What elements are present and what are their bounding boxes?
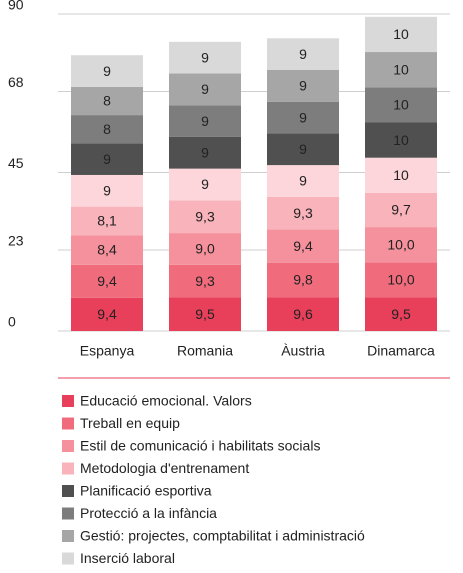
bar-segment — [71, 297, 143, 331]
data-label: 10 — [393, 132, 409, 148]
bar-segment — [365, 122, 437, 158]
bar-segment — [71, 264, 143, 298]
y-tick-label: 90 — [8, 0, 24, 13]
data-label: 9 — [299, 173, 307, 189]
y-tick-label: 0 — [8, 314, 16, 330]
bar-segment — [71, 86, 143, 116]
bar-segment — [71, 115, 143, 144]
bar-segment — [365, 227, 437, 263]
data-label: 9,8 — [293, 272, 313, 288]
bar-segment — [71, 143, 143, 175]
y-tick-label: 68 — [8, 74, 24, 90]
data-label: 9 — [299, 78, 307, 94]
data-label: 9 — [201, 176, 209, 192]
data-label: 9 — [201, 144, 209, 160]
bar-segment — [71, 174, 143, 207]
data-label: 8 — [103, 121, 111, 137]
bar-segment — [267, 70, 339, 102]
bar-segment — [169, 200, 241, 234]
bar-segment — [267, 101, 339, 134]
data-label: 9,6 — [293, 306, 313, 322]
x-tick-label: Romania — [177, 343, 233, 359]
legend-label: Inserció laboral — [80, 550, 175, 566]
bar-segment — [267, 165, 339, 197]
legend-swatch — [62, 462, 74, 475]
data-label: 9,4 — [97, 306, 117, 322]
data-label: 8,1 — [97, 213, 117, 229]
data-label: 10 — [393, 61, 409, 77]
data-label: 9,3 — [195, 273, 215, 289]
bar-segment — [169, 105, 241, 137]
legend-label: Protecció a la infància — [80, 505, 217, 521]
y-tick-label: 23 — [8, 233, 24, 249]
legend-swatch — [62, 417, 74, 430]
bar-segment — [365, 297, 437, 331]
data-label: 8 — [103, 93, 111, 109]
legend-swatch — [62, 485, 74, 497]
data-label: 9 — [103, 151, 111, 167]
data-label: 9,3 — [293, 205, 313, 221]
data-label: 9 — [299, 141, 307, 157]
data-label: 10,0 — [387, 272, 414, 288]
legend-swatch — [62, 507, 74, 520]
legend-label: Educació emocional. Valors — [80, 393, 252, 409]
legend-label: Gestió: projectes, comptabilitat i admin… — [80, 528, 365, 544]
data-label: 9 — [201, 113, 209, 129]
bar-segment — [267, 297, 339, 331]
data-label: 9,0 — [195, 241, 215, 257]
bar-segment — [365, 87, 437, 123]
bar-segment — [71, 235, 143, 265]
legend-label: Treball en equip — [80, 415, 180, 431]
legend-label: Estil de comunicació i habilitats social… — [80, 438, 320, 454]
data-label: 9 — [299, 109, 307, 125]
legend-swatch — [62, 552, 74, 565]
data-label: 9,4 — [97, 273, 117, 289]
data-label: 8,4 — [97, 242, 117, 258]
bar-segment — [365, 192, 437, 228]
data-label: 10,0 — [387, 236, 414, 252]
bar-segment — [169, 136, 241, 169]
bar-segment — [267, 38, 339, 71]
legend-label: Metodologia d'entrenament — [80, 460, 249, 476]
data-label: 9,4 — [293, 238, 313, 254]
x-tick-label: Dinamarca — [367, 343, 435, 359]
bar-segment — [169, 168, 241, 201]
bar-segment — [71, 206, 143, 236]
bar-segment — [267, 196, 339, 230]
bar-segment — [267, 133, 339, 166]
bar-segment — [365, 262, 437, 298]
data-label: 10 — [393, 97, 409, 113]
data-label: 9 — [201, 81, 209, 97]
bar-segment — [71, 55, 143, 87]
bar-segment — [267, 229, 339, 263]
data-label: 9 — [201, 49, 209, 65]
data-label: 10 — [393, 26, 409, 42]
bar-segment — [365, 16, 437, 53]
bar-segment — [169, 41, 241, 74]
data-label: 9,3 — [195, 208, 215, 224]
data-label: 9,7 — [391, 202, 411, 218]
bar-segment — [169, 297, 241, 331]
bar-segment — [169, 264, 241, 298]
legend-swatch — [62, 440, 74, 452]
x-tick-label: Espanya — [80, 343, 135, 359]
y-tick-label: 45 — [8, 155, 24, 171]
data-label: 9 — [103, 63, 111, 79]
legend-label: Planificació esportiva — [80, 483, 212, 499]
data-label: 9 — [103, 183, 111, 199]
bar-segment — [169, 233, 241, 265]
data-label: 9 — [299, 46, 307, 62]
data-label: 9,5 — [195, 306, 215, 322]
data-label: 9,5 — [391, 306, 411, 322]
bar-segment — [169, 73, 241, 106]
legend-swatch — [62, 395, 74, 407]
bar-segment — [365, 157, 437, 193]
bar-segment — [365, 52, 437, 88]
legend-swatch — [62, 530, 74, 542]
data-label: 10 — [393, 167, 409, 183]
x-tick-label: Àustria — [281, 343, 325, 359]
bar-segment — [267, 262, 339, 298]
